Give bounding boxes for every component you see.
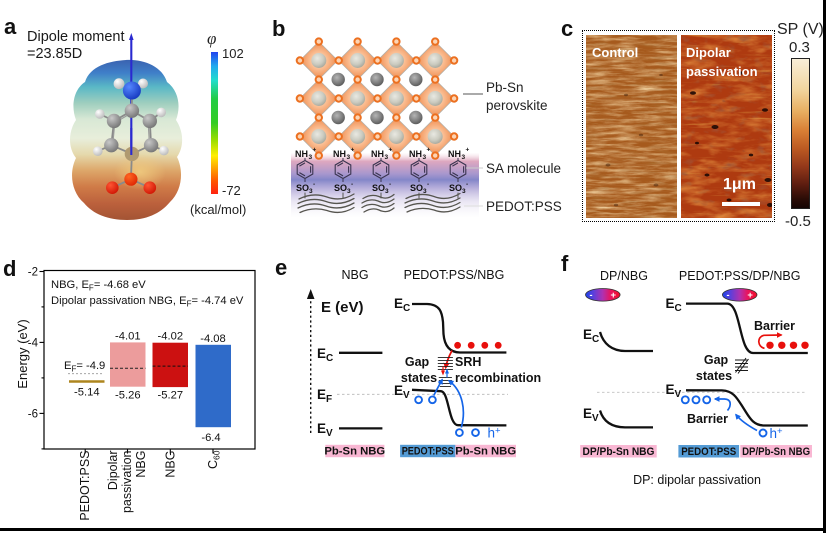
svg-text:PEDOT:PSS: PEDOT:PSS (78, 451, 92, 521)
svg-text:EC: EC (317, 346, 333, 364)
svg-text:E (eV): E (eV) (321, 299, 364, 316)
svg-text:EF: EF (317, 387, 332, 405)
svg-text:Gap: Gap (405, 355, 430, 369)
svg-text:passivation: passivation (120, 450, 134, 513)
svg-text:h+: h+ (488, 426, 502, 441)
svg-text:EV: EV (583, 406, 599, 424)
svg-text:EV: EV (394, 383, 410, 401)
svg-text:SRH: SRH (455, 355, 481, 369)
svg-text:EC: EC (394, 296, 410, 314)
svg-text:-4: -4 (28, 337, 39, 349)
svg-text:+: + (313, 147, 317, 154)
svg-text:-: - (313, 181, 315, 188)
svg-text:h+: h+ (770, 426, 784, 441)
svg-text:-6: -6 (28, 408, 38, 420)
svg-text:Gap: Gap (704, 353, 729, 367)
svg-text:-5.27: -5.27 (158, 390, 184, 402)
svg-text:Dipolar: Dipolar (106, 451, 120, 491)
svg-text:SO: SO (296, 183, 309, 193)
svg-text:PEDOT:PSS: PEDOT:PSS (681, 446, 736, 458)
svg-text:PEDOT:PSS/DP/NBG: PEDOT:PSS/DP/NBG (679, 269, 801, 283)
svg-text:-: - (590, 290, 593, 300)
svg-text:NBG: NBG (341, 268, 368, 282)
svg-text:C60: C60 (206, 450, 222, 469)
svg-text:-4.02: -4.02 (158, 330, 184, 342)
svg-text:Barrier: Barrier (754, 319, 795, 333)
svg-text:recombination: recombination (455, 371, 541, 385)
svg-text:DP/Pb-Sn NBG: DP/Pb-Sn NBG (742, 446, 810, 458)
svg-text:Pb-Sn NBG: Pb-Sn NBG (324, 446, 385, 458)
svg-text:EV: EV (666, 382, 682, 400)
svg-text:NBG: NBG (134, 451, 148, 478)
svg-text:EC: EC (583, 327, 599, 345)
svg-text:EV: EV (317, 421, 333, 439)
svg-text:+: + (611, 290, 617, 301)
svg-text:DP/NBG: DP/NBG (600, 269, 648, 283)
svg-text:+: + (747, 290, 753, 301)
svg-text:EC: EC (666, 296, 682, 314)
svg-text:NH: NH (295, 149, 308, 159)
svg-text:-2: -2 (28, 267, 38, 279)
svg-text:PEDOT:PSS: PEDOT:PSS (402, 446, 454, 458)
svg-text:3: 3 (309, 154, 313, 161)
svg-text:NBG, EF= -4.68 eV: NBG, EF= -4.68 eV (51, 279, 146, 293)
svg-text:Barrier: Barrier (687, 412, 728, 426)
svg-text:-6.4: -6.4 (201, 432, 220, 444)
svg-text:-4.08: -4.08 (200, 333, 226, 345)
svg-text:EF= -4.9: EF= -4.9 (64, 360, 105, 374)
svg-text:Dipolar passivation NBG, EF= -: Dipolar passivation NBG, EF= -4.74 eV (51, 295, 244, 309)
svg-text:DP/Pb-Sn NBG: DP/Pb-Sn NBG (583, 446, 655, 458)
svg-text:-4.01: -4.01 (115, 330, 141, 342)
svg-text:NBG: NBG (163, 451, 177, 478)
svg-text:states: states (696, 369, 732, 383)
svg-text:3: 3 (309, 188, 313, 195)
svg-text:Energy (eV): Energy (eV) (15, 319, 30, 388)
svg-text:-5.26: -5.26 (115, 390, 141, 402)
svg-text:-5.14: -5.14 (74, 387, 100, 399)
svg-text:states: states (401, 371, 437, 385)
svg-text:-: - (727, 290, 730, 300)
svg-text:PEDOT:PSS/NBG: PEDOT:PSS/NBG (404, 268, 505, 282)
svg-text:Pb-Sn NBG: Pb-Sn NBG (455, 446, 516, 458)
svg-text:DP: dipolar passivation: DP: dipolar passivation (633, 473, 761, 487)
